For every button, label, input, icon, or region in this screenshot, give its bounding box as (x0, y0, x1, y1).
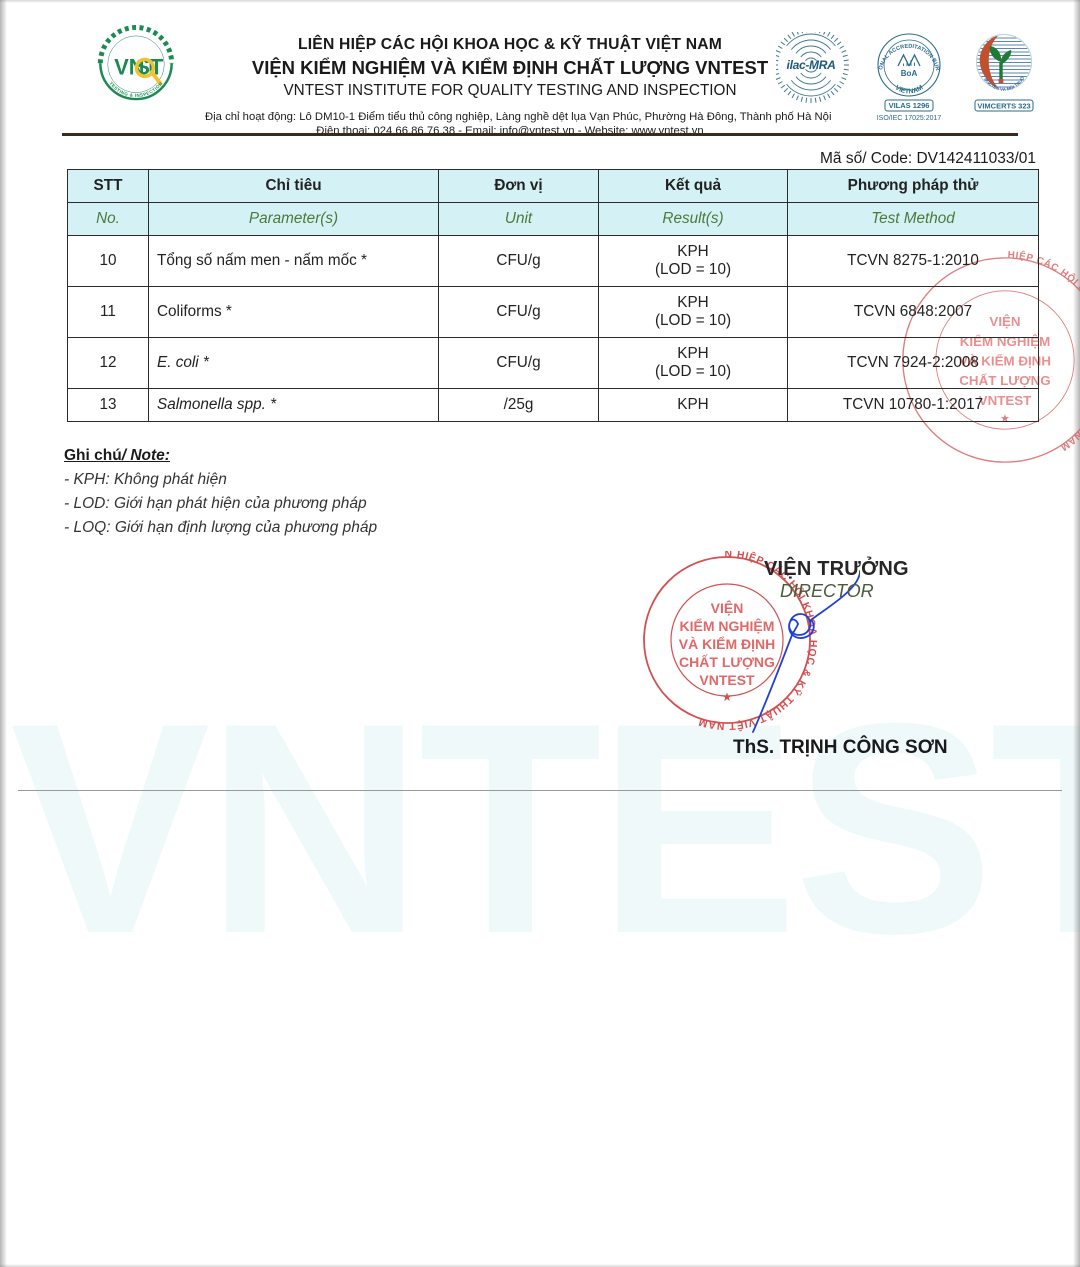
svg-text:VILAS 1296: VILAS 1296 (889, 101, 930, 110)
svg-text:BoA: BoA (901, 69, 918, 78)
svg-text:ISO/IEC 17025:2017: ISO/IEC 17025:2017 (877, 115, 942, 122)
svg-text:NATIONAL ACCREDITATION BUREAU: NATIONAL ACCREDITATION BUREAU (878, 44, 940, 72)
svg-text:VIMCERTS 323: VIMCERTS 323 (977, 101, 1030, 110)
svg-text:TESTING & INSPECTION: TESTING & INSPECTION (108, 81, 163, 98)
svg-text:ilac-MRA: ilac-MRA (787, 58, 836, 72)
